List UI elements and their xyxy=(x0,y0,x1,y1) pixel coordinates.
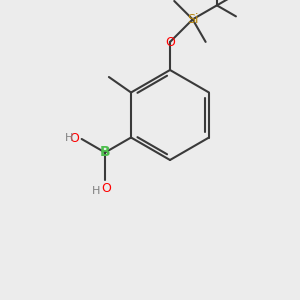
Text: O: O xyxy=(165,35,175,49)
Text: H: H xyxy=(64,133,73,143)
Text: Si: Si xyxy=(187,13,198,26)
Text: O: O xyxy=(69,131,79,145)
Text: O: O xyxy=(101,182,111,194)
Text: H: H xyxy=(92,187,100,196)
Text: B: B xyxy=(100,146,110,160)
